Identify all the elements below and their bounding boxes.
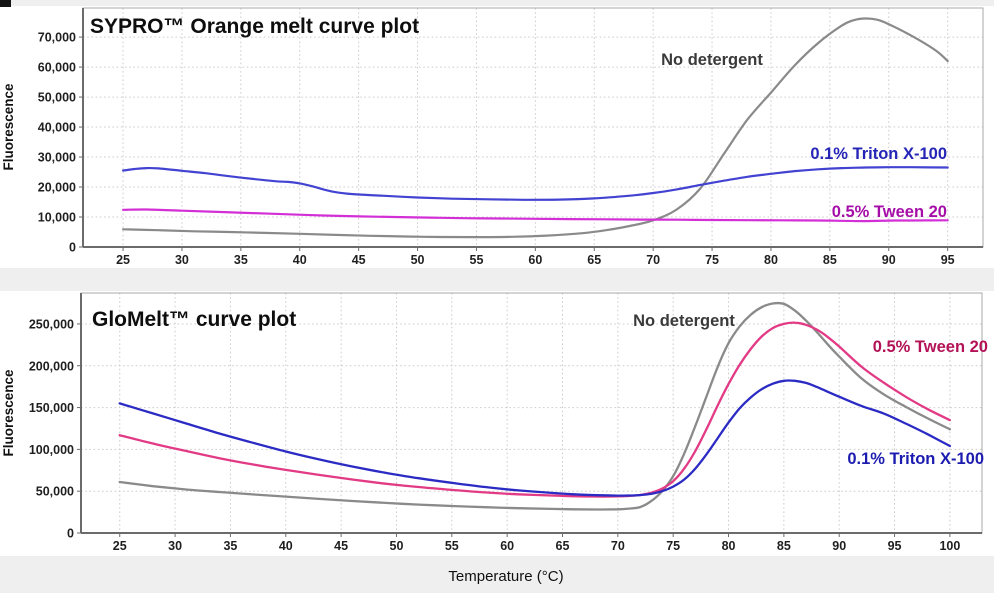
- annotation-0-5-tween-20: 0.5% Tween 20: [832, 203, 947, 221]
- x-tick-label: 35: [234, 253, 248, 267]
- sypro-y-axis-label: Fluorescence: [1, 83, 16, 171]
- annotation-0-1-triton-x-100: 0.1% Triton X-100: [810, 145, 947, 163]
- y-tick-label: 100,000: [29, 443, 74, 457]
- sypro-orange-chart: 25 30 35 40 45 50 55 60 65 70 75 80 85 90 95 0 10,000 20,…: [38, 7, 984, 267]
- x-tick-label: 75: [705, 253, 719, 267]
- x-tick-label: 55: [470, 253, 484, 267]
- x-tick-label: 40: [279, 539, 293, 553]
- curve-0-1-triton-x-100: [122, 166, 949, 201]
- y-tick-label: 0: [69, 241, 76, 255]
- x-tick-label: 50: [390, 539, 404, 553]
- x-tick-label: 85: [777, 539, 791, 553]
- y-tick-label: 50,000: [36, 485, 74, 499]
- x-tick-label: 80: [764, 253, 778, 267]
- corner-mark: [0, 0, 11, 7]
- curve-0-5-tween-20: [118, 321, 952, 498]
- x-tick-label: 75: [666, 539, 680, 553]
- y-tick-label: 70,000: [38, 31, 76, 45]
- x-tick-label: 95: [888, 539, 902, 553]
- y-tick-label: 0: [67, 527, 74, 541]
- x-tick-label: 45: [352, 253, 366, 267]
- x-tick-label: 100: [939, 539, 960, 553]
- x-tick-label: 65: [556, 539, 570, 553]
- annotation-no-detergent: No detergent: [661, 51, 763, 69]
- x-tick-label: 25: [116, 253, 130, 267]
- sypro-chart-title: SYPRO™ Orange melt curve plot: [90, 15, 419, 38]
- x-tick-label: 50: [411, 253, 425, 267]
- y-tick-label: 10,000: [38, 211, 76, 225]
- glomelt-chart: 25 30 35 40 45 50 55 60 65 70 75 80 85 90 95 100 0 50,000…: [29, 292, 988, 553]
- charts-root: 25 30 35 40 45 50 55 60 65 70 75 80 85 90 95 0 10,000 20,…: [29, 7, 988, 553]
- x-tick-label: 70: [646, 253, 660, 267]
- x-tick-label: 30: [168, 539, 182, 553]
- y-tick-label: 60,000: [38, 61, 76, 75]
- y-tick-label: 40,000: [38, 121, 76, 135]
- glomelt-chart-title: GloMelt™ curve plot: [92, 308, 296, 331]
- y-tick-label: 20,000: [38, 181, 76, 195]
- top-chart-panel: [0, 6, 994, 268]
- y-tick-label: 150,000: [29, 401, 74, 415]
- y-tick-label: 250,000: [29, 317, 74, 331]
- x-tick-label: 70: [611, 539, 625, 553]
- x-tick-label: 65: [587, 253, 601, 267]
- x-axis-label: Temperature (°C): [448, 568, 563, 585]
- x-tick-label: 40: [293, 253, 307, 267]
- x-tick-label: 55: [445, 539, 459, 553]
- annotation-no-detergent: No detergent: [633, 312, 735, 330]
- annotation-0-5-tween-20: 0.5% Tween 20: [873, 338, 988, 356]
- x-tick-label: 95: [941, 253, 955, 267]
- x-tick-label: 85: [823, 253, 837, 267]
- x-tick-label: 90: [882, 253, 896, 267]
- curve-no-detergent: [122, 17, 949, 239]
- bottom-chart-panel: [0, 291, 994, 556]
- curve-0-1-triton-x-100: [118, 379, 952, 497]
- y-tick-label: 200,000: [29, 359, 74, 373]
- glomelt-y-axis-label: Fluorescence: [1, 369, 16, 457]
- y-tick-label: 50,000: [38, 91, 76, 105]
- x-tick-label: 45: [334, 539, 348, 553]
- x-tick-label: 30: [175, 253, 189, 267]
- x-tick-label: 60: [500, 539, 514, 553]
- x-tick-label: 60: [528, 253, 542, 267]
- curve-0-5-tween-20: [122, 208, 949, 223]
- x-tick-label: 80: [722, 539, 736, 553]
- y-tick-label: 30,000: [38, 151, 76, 165]
- x-tick-label: 25: [113, 539, 127, 553]
- x-tick-label: 35: [223, 539, 237, 553]
- annotation-0-1-triton-x-100: 0.1% Triton X-100: [847, 450, 984, 468]
- x-tick-label: 90: [832, 539, 846, 553]
